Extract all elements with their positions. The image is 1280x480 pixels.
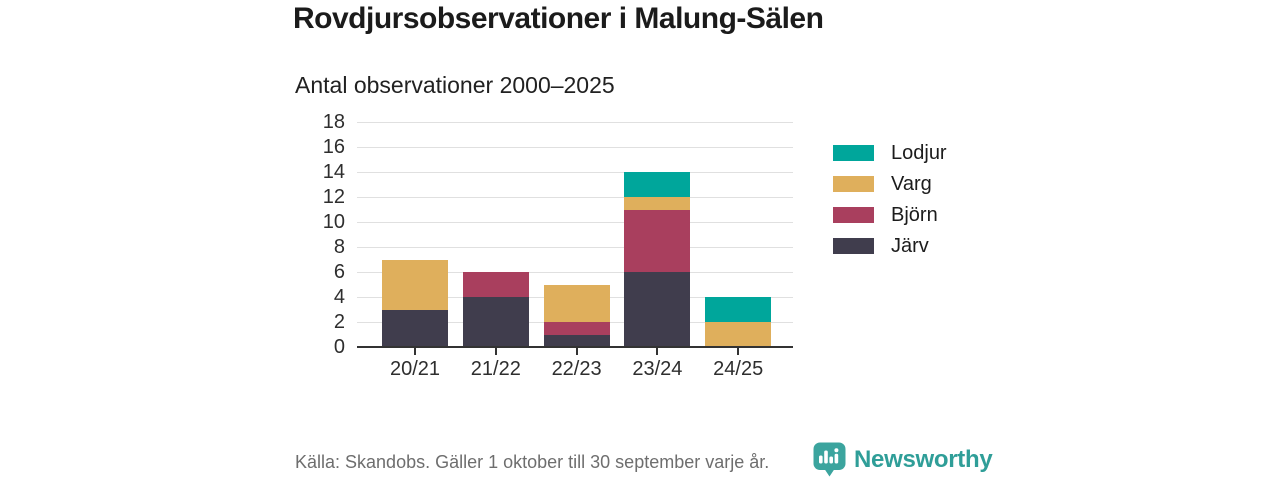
y-tick-label: 4: [333, 286, 345, 308]
bar-segment-järv-21-22: [462, 297, 529, 347]
legend-label: Björn: [891, 203, 938, 226]
bar-segment-järv-23-24: [624, 272, 691, 347]
chart-title: Rovdjursobservationer i Malung-Sälen: [293, 2, 824, 35]
bar-segment-björn-22-23: [543, 322, 610, 335]
bar-segment-varg-20-21: [382, 259, 448, 310]
y-tick-label: 0: [333, 336, 345, 358]
source-note: Källa: Skandobs. Gäller 1 oktober till 3…: [295, 452, 770, 472]
newsworthy-brand: Newsworthy: [813, 442, 993, 478]
y-tick-label: 16: [322, 136, 345, 158]
gridline-y16: [357, 146, 793, 148]
gridline-y14: [357, 171, 793, 173]
legend-swatch-lodjur: [833, 145, 874, 161]
legend-item-lodjur: Lodjur: [833, 142, 947, 164]
x-axis-line: [357, 346, 793, 348]
gridline-y6: [357, 271, 793, 273]
axis-tick: [656, 348, 659, 355]
y-tick-label: 12: [322, 186, 345, 208]
x-tick-label: 21/22: [470, 358, 521, 380]
newsworthy-logo-icon: [813, 442, 846, 477]
y-tick-label: 6: [333, 261, 345, 283]
gridline-y18: [357, 121, 793, 123]
y-tick-label: 14: [322, 161, 345, 183]
x-tick-label: 20/21: [389, 358, 441, 380]
x-tick-label: 24/25: [713, 358, 764, 380]
newsworthy-wordmark: Newsworthy: [854, 446, 993, 473]
legend-item-järv: Järv: [833, 235, 929, 257]
y-tick-label: 2: [333, 311, 345, 333]
bar-segment-varg-22-23: [543, 284, 610, 322]
axis-tick: [414, 348, 416, 355]
legend-swatch-björn: [833, 207, 874, 223]
legend-label: Lodjur: [891, 141, 947, 164]
legend-label: Varg: [891, 172, 932, 195]
legend-label: Järv: [891, 234, 929, 257]
bar-segment-lodjur-24-25: [705, 297, 772, 322]
x-tick-label: 23/24: [632, 358, 683, 380]
legend-swatch-järv: [833, 238, 874, 254]
x-tick-label: 22/23: [551, 358, 602, 380]
legend-item-björn: Björn: [833, 204, 938, 226]
bar-segment-järv-20-21: [382, 309, 448, 347]
axis-tick: [737, 348, 740, 355]
gridline-y10: [357, 221, 793, 223]
legend-swatch-varg: [833, 176, 874, 192]
y-tick-label: 18: [322, 111, 345, 133]
bar-segment-varg-23-24: [624, 197, 691, 210]
axis-tick: [494, 348, 497, 355]
bar-segment-järv-22-23: [543, 334, 610, 347]
legend-item-varg: Varg: [833, 173, 932, 195]
bar-segment-lodjur-23-24: [624, 172, 691, 197]
bar-segment-björn-23-24: [624, 209, 691, 272]
bar-segment-varg-24-25: [705, 322, 772, 347]
bar-segment-björn-21-22: [462, 272, 529, 297]
chart-subtitle: Antal observationer 2000–2025: [295, 72, 615, 98]
gridline-y12: [357, 196, 793, 198]
y-tick-label: 10: [322, 211, 345, 233]
gridline-y8: [357, 246, 793, 248]
y-tick-label: 8: [333, 236, 345, 258]
axis-tick: [575, 348, 578, 355]
